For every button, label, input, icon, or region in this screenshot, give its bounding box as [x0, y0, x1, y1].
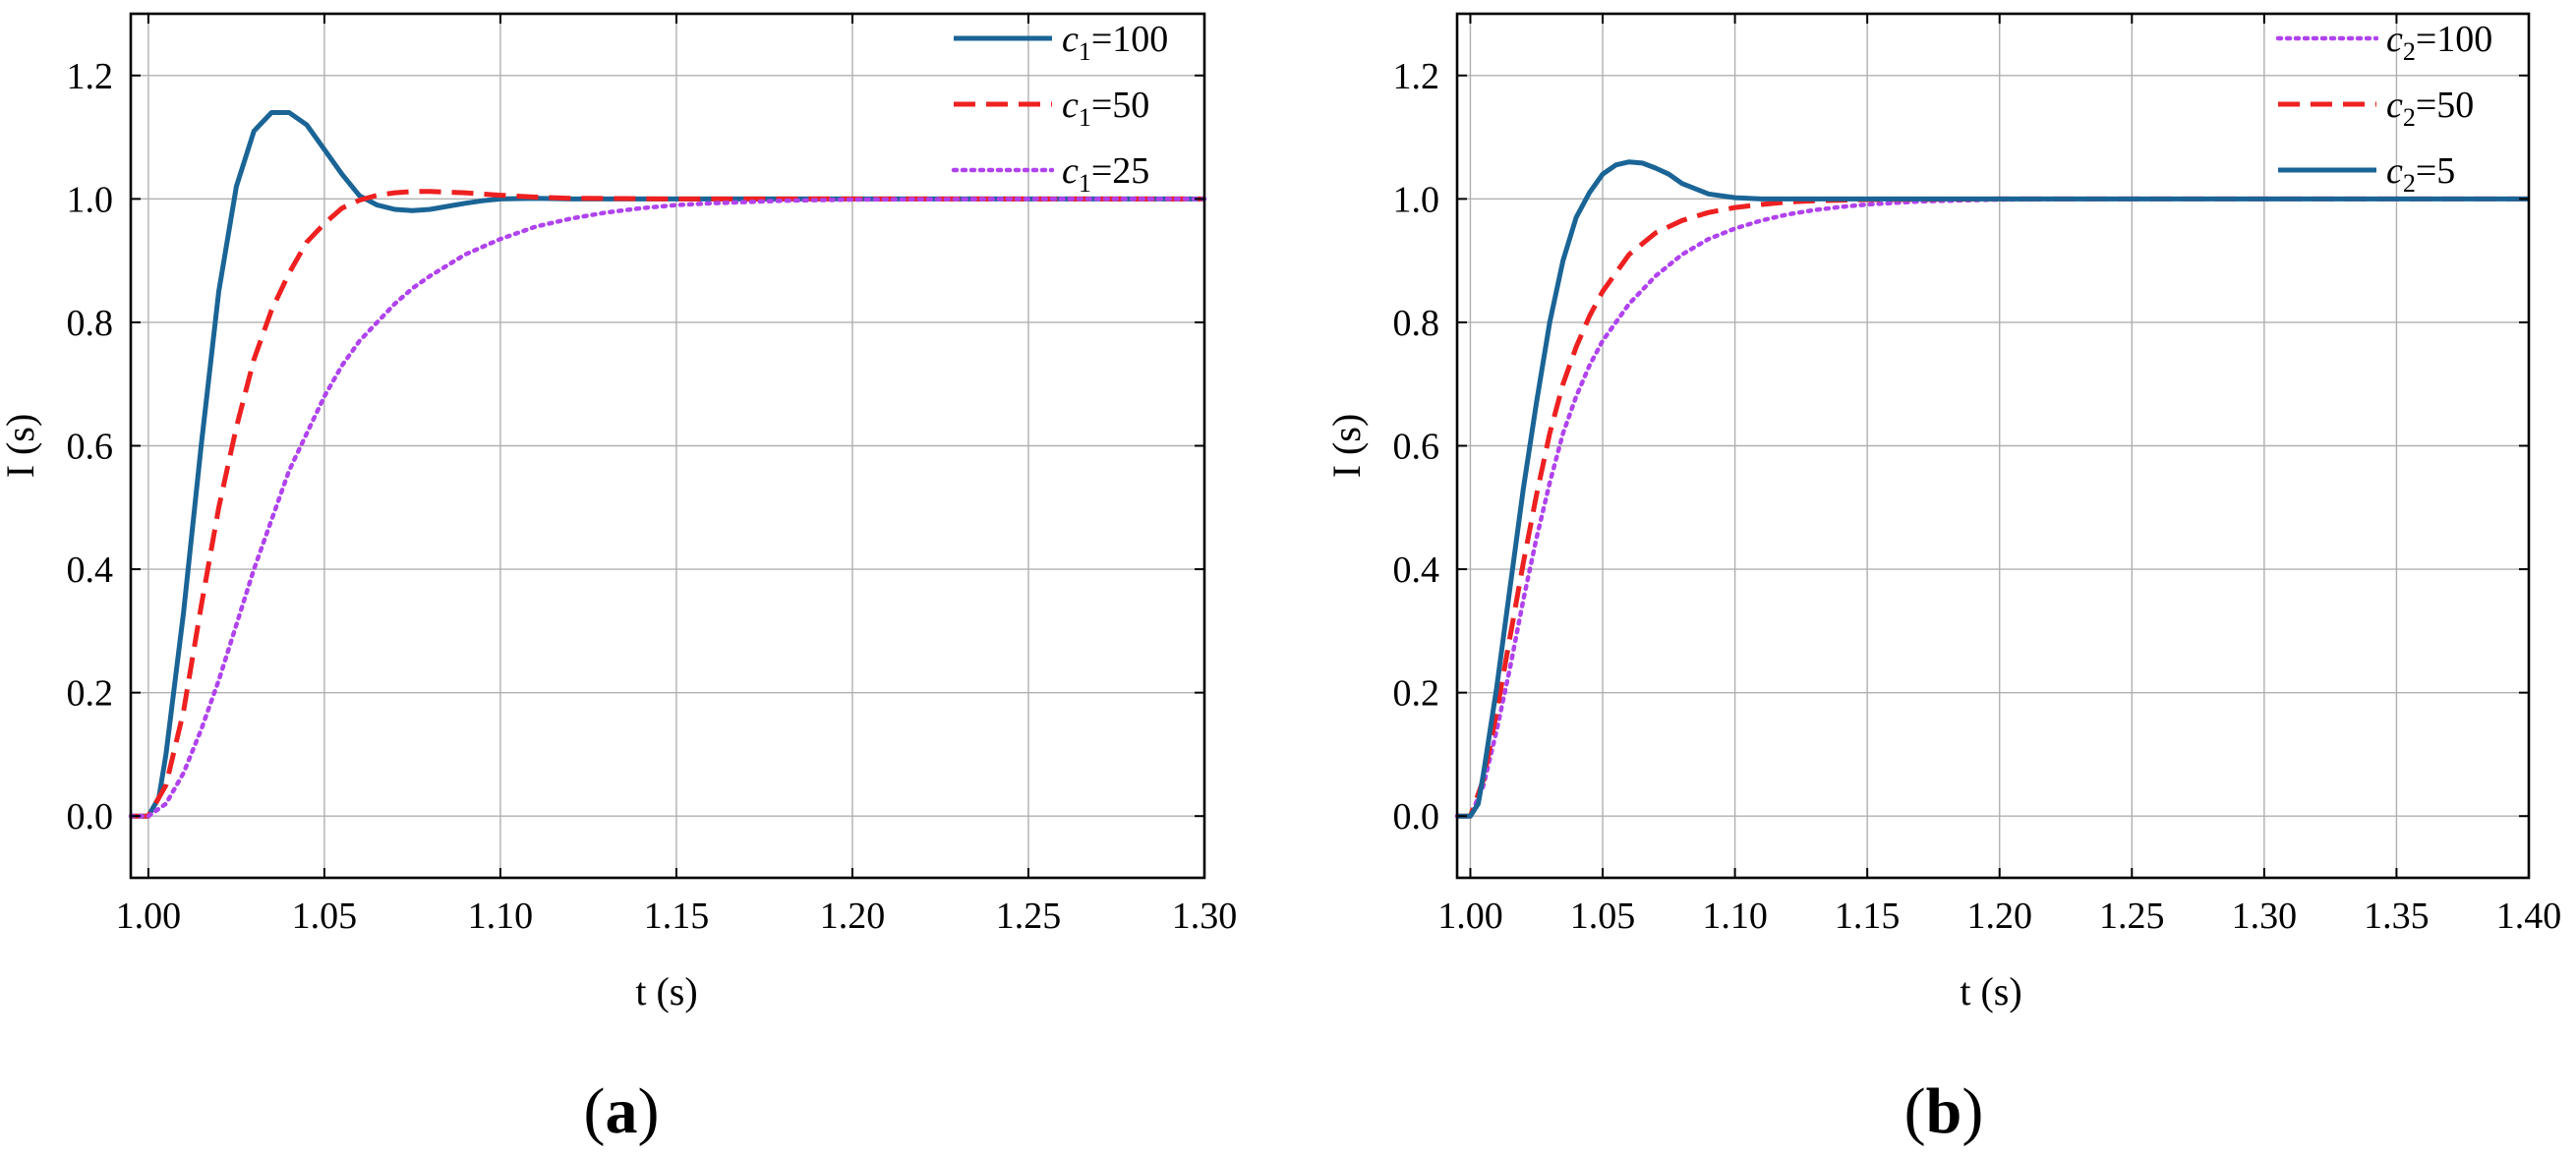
y-axis-label: I (s): [1324, 414, 1369, 479]
x-tick-label: 1.15: [1835, 896, 1901, 937]
x-tick-label: 1.05: [292, 896, 358, 937]
y-tick-label: 1.2: [1393, 56, 1440, 97]
y-tick-label: 1.0: [67, 179, 114, 220]
y-tick-label: 0.6: [67, 427, 114, 468]
y-tick-label: 0.2: [1393, 673, 1440, 715]
y-tick-label: 0.4: [67, 549, 114, 591]
x-axis-label: t (s): [635, 969, 697, 1013]
chart-panel-a: 1.00 1.05 1.10 1.15 1.20 1.25 1.30 0.0 0.2 0.4 0.6…: [0, 12, 1238, 1147]
x-tick-label: 1.00: [1437, 896, 1503, 937]
x-tick-label: 1.30: [1172, 896, 1238, 937]
panel-label: (a): [584, 1075, 660, 1147]
y-tick-label: 0.2: [67, 673, 114, 715]
y-tick-label: 0.0: [1393, 796, 1440, 838]
y-tick-label: 0.8: [67, 303, 114, 344]
x-tick-label: 1.10: [468, 896, 534, 937]
y-tick-label: 0.8: [1393, 303, 1440, 344]
x-tick-label: 1.15: [644, 896, 710, 937]
y-tick-label: 0.6: [1393, 427, 1440, 468]
x-tick-label: 1.25: [2099, 896, 2165, 937]
x-tick-label: 1.40: [2496, 896, 2562, 937]
y-tick-label: 0.4: [1393, 549, 1440, 591]
y-axis-label: I (s): [0, 414, 42, 479]
x-tick-label: 1.20: [820, 896, 886, 937]
x-tick-label: 1.10: [1702, 896, 1768, 937]
series-line-a-1: [131, 189, 1204, 819]
legend-label: c2=5: [2386, 150, 2455, 198]
series-line-b-0: [1454, 197, 2532, 819]
x-tick-label: 1.25: [996, 896, 1062, 937]
legend-label: c2=100: [2386, 19, 2492, 66]
panel-label: (b): [1904, 1075, 1984, 1147]
y-tick-label: 0.0: [67, 796, 114, 838]
x-tick-label: 1.20: [1966, 896, 2032, 937]
y-tick-label: 1.0: [1393, 179, 1440, 220]
x-tick-label: 1.35: [2364, 896, 2430, 937]
x-tick-label: 1.00: [116, 896, 182, 937]
legend-label: c1=100: [1062, 19, 1168, 66]
x-tick-label: 1.05: [1570, 896, 1636, 937]
legend-label: c1=25: [1062, 150, 1149, 198]
x-tick-label: 1.30: [2232, 896, 2298, 937]
series-line-a-2: [128, 197, 1207, 819]
legend-label: c2=50: [2386, 85, 2474, 132]
chart-panel-b: 1.00 1.05 1.10 1.15 1.20 1.25 1.30 1.35 1.40 0.0 0…: [1324, 12, 2562, 1147]
series-line-b-2: [1457, 159, 2529, 819]
series-line-b-1: [1457, 196, 2529, 819]
y-tick-label: 1.2: [67, 56, 114, 97]
legend-label: c1=50: [1062, 85, 1149, 132]
x-axis-label: t (s): [1960, 969, 2021, 1013]
